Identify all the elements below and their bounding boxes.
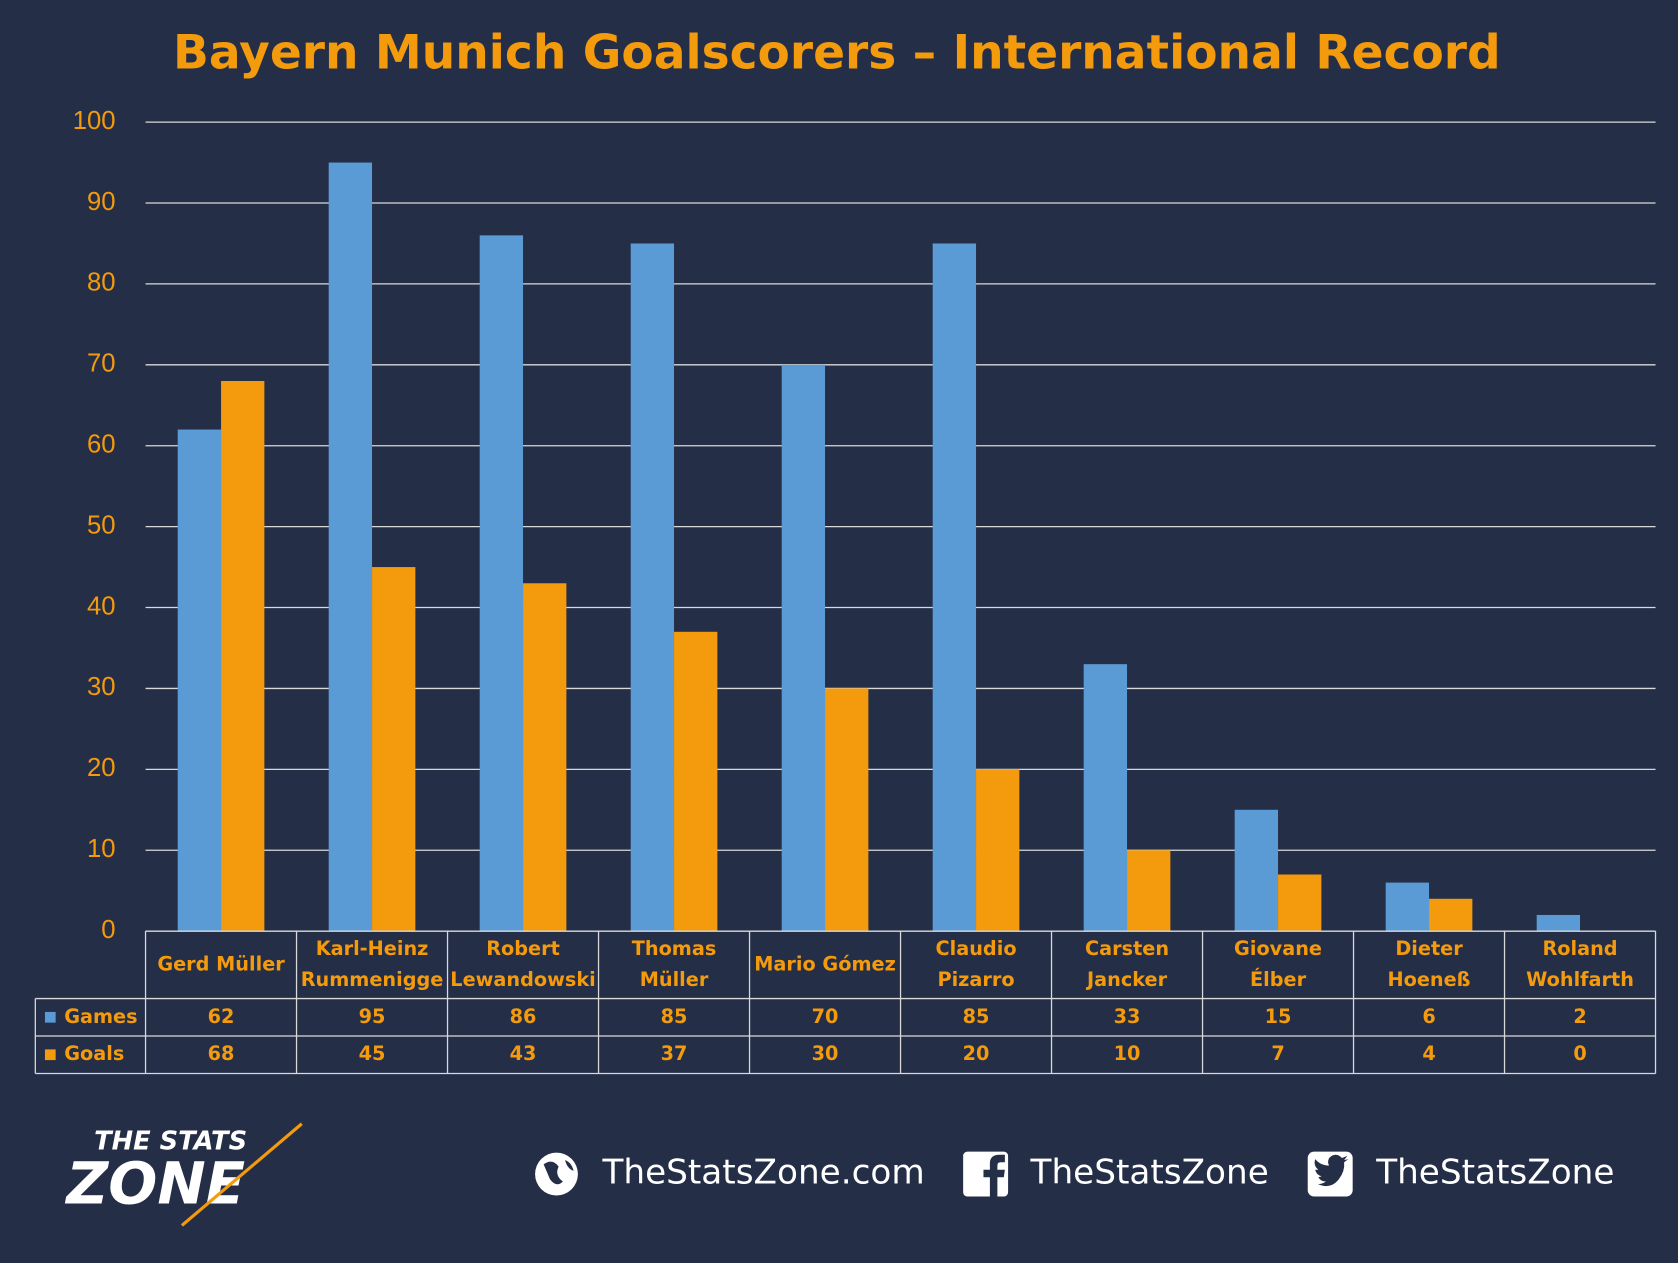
table-value: 68 [208,1042,235,1065]
bar [1536,914,1581,932]
x-tick-label: Roland [1542,937,1617,960]
y-tick-label: 20 [87,754,116,782]
y-tick-label: 40 [87,592,116,620]
bar [976,769,1020,932]
y-tick-label: 30 [87,673,116,701]
table-value: 85 [661,1005,688,1028]
x-tick-label: Müller [640,968,709,991]
y-tick-label: 50 [87,511,116,539]
x-tick-label: Thomas [632,937,717,960]
legend-label: Goals [64,1042,124,1065]
y-tick-label: 0 [101,916,115,944]
legend-label: Games [64,1005,137,1028]
table-value: 43 [510,1042,537,1065]
table-value: 20 [963,1042,990,1065]
x-tick-label: Hoeneß [1388,968,1471,991]
bar [328,162,373,932]
footer: THE STATS ZONE TheStatsZone.com TheStats… [64,1122,1614,1227]
legend-swatch [44,1049,56,1061]
facebook-handle: TheStatsZone [1030,1153,1269,1193]
x-tick-label: Robert [486,937,560,960]
table-value: 86 [510,1005,537,1028]
table-value: 7 [1271,1042,1284,1065]
x-tick-label: Jancker [1085,968,1168,991]
table-value: 30 [812,1042,839,1065]
website: TheStatsZone.com [601,1153,924,1193]
table-value: 2 [1573,1005,1586,1028]
x-tick-label: Giovane [1234,937,1322,960]
x-tick-label: Rummenigge [301,968,444,991]
x-tick-label: Claudio [936,937,1017,960]
table-value: 10 [1114,1042,1141,1065]
bar [1429,898,1473,932]
logo-top: THE STATS [94,1126,247,1156]
table-value: 0 [1573,1042,1586,1065]
bar [523,583,567,932]
x-tick-label: Gerd Müller [157,952,285,975]
x-tick-label: Dieter [1395,937,1463,960]
table-value: 85 [963,1005,990,1028]
bar [1278,874,1322,932]
x-tick-label: Mario Gómez [754,952,896,975]
table-value: 15 [1265,1005,1292,1028]
x-tick-label: Karl-Heinz [316,937,429,960]
bar [372,567,416,932]
table-value: 95 [359,1005,386,1028]
table-value: 6 [1422,1005,1435,1028]
bar [1083,664,1128,932]
logo-bottom: ZONE [64,1150,245,1218]
bar [781,364,826,932]
y-tick-label: 60 [87,431,116,459]
legend-swatch [44,1011,56,1023]
x-tick-label: Wohlfarth [1526,968,1634,991]
y-tick-label: 90 [87,188,116,216]
x-tick-label: Élber [1250,968,1307,991]
bar [221,380,265,932]
bar [1127,850,1171,932]
twitter-bird [1314,1154,1349,1187]
bar [1385,882,1430,932]
bar [177,429,222,932]
globe-land [543,1160,574,1185]
twitter-handle: TheStatsZone [1375,1153,1614,1193]
logo-swoosh [180,1122,303,1227]
bar [932,243,977,932]
table-value: 4 [1422,1042,1435,1065]
facebook-f [983,1154,1005,1197]
bar [825,688,869,932]
x-tick-label: Pizarro [937,968,1014,991]
bar [674,631,718,932]
chart-title: Bayern Munich Goalscorers – Internationa… [173,25,1501,80]
bar [479,235,524,932]
table-value: 33 [1114,1005,1141,1028]
table-value: 37 [661,1042,688,1065]
y-tick-label: 10 [87,835,116,863]
bar [630,243,675,932]
y-tick-label: 70 [87,350,116,378]
table-value: 62 [208,1005,235,1028]
y-tick-label: 100 [73,107,116,135]
x-tick-label: Lewandowski [450,968,595,991]
table-value: 70 [812,1005,839,1028]
x-tick-label: Carsten [1085,937,1169,960]
table-value: 45 [359,1042,386,1065]
bar [1234,809,1279,932]
y-tick-label: 80 [87,269,116,297]
